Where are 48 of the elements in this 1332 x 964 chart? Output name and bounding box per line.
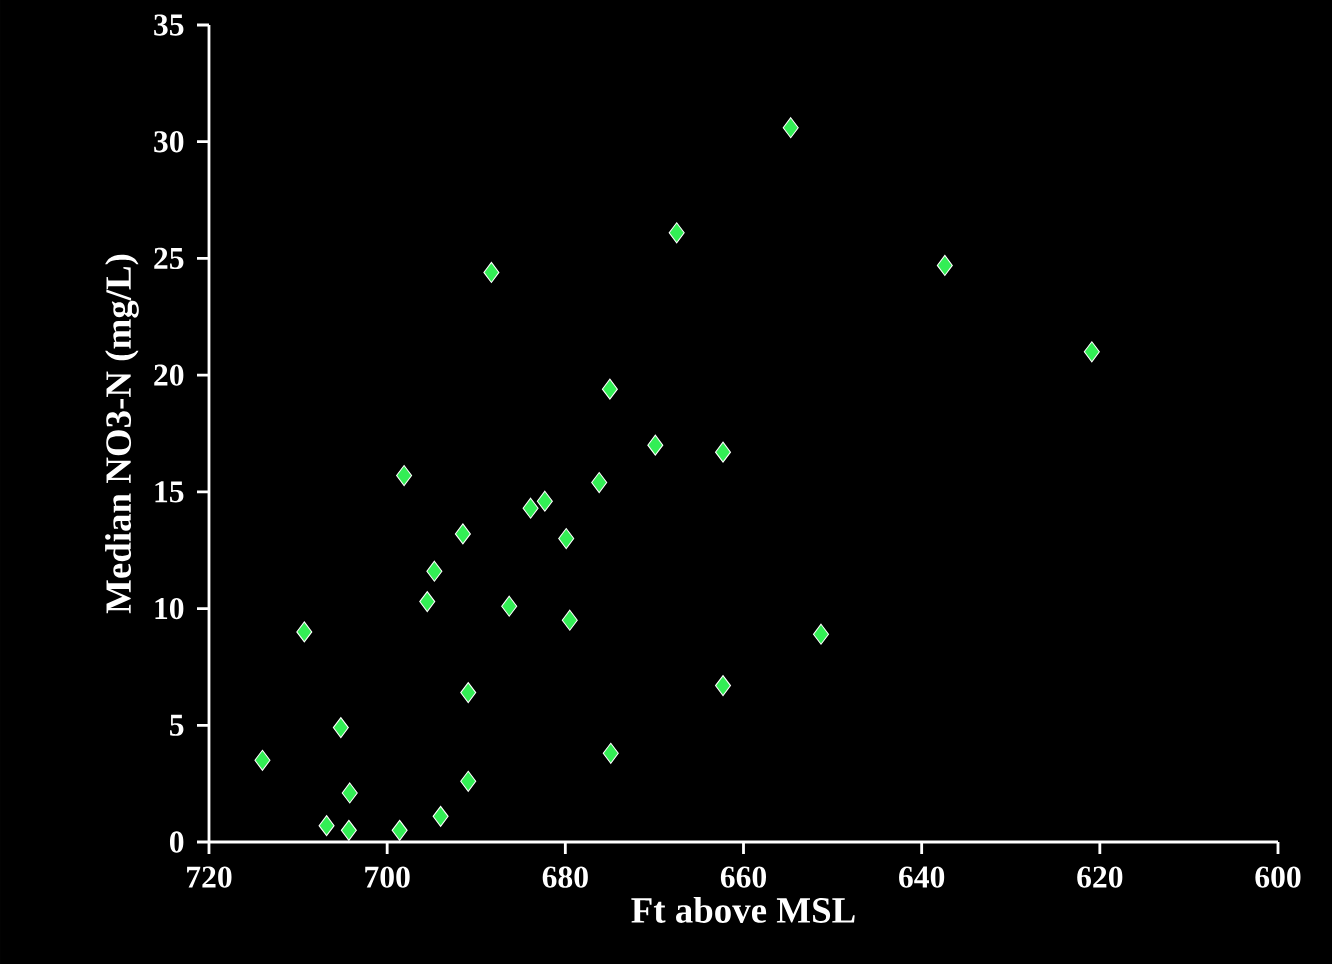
point xyxy=(668,222,685,244)
point xyxy=(483,261,500,283)
point xyxy=(501,595,518,617)
y-tick-label: 0 xyxy=(169,831,184,853)
x-tick-label: 600 xyxy=(1255,866,1301,888)
y-tick-label: 35 xyxy=(154,14,184,36)
point xyxy=(460,682,477,704)
x-tick-label: 680 xyxy=(542,866,588,888)
point xyxy=(714,441,732,463)
point xyxy=(601,378,618,400)
point xyxy=(1083,341,1100,363)
x-tick-label: 640 xyxy=(899,866,945,888)
y-tick-label: 20 xyxy=(154,364,184,386)
x-tick-label: 700 xyxy=(365,866,410,888)
x-tick-label: 620 xyxy=(1077,866,1123,888)
point xyxy=(558,528,575,550)
point xyxy=(812,623,830,645)
point xyxy=(454,523,471,545)
x-axis-title: Ft above MSL xyxy=(631,896,855,923)
point xyxy=(782,117,799,139)
y-tick-label: 10 xyxy=(155,597,184,620)
point xyxy=(522,497,539,519)
x-tick-label: 660 xyxy=(720,866,767,888)
point xyxy=(432,805,449,827)
point xyxy=(536,490,553,512)
x-tick-label: 720 xyxy=(187,866,232,888)
point xyxy=(419,591,436,613)
point xyxy=(561,609,578,631)
point xyxy=(340,819,357,841)
point xyxy=(396,464,413,487)
point xyxy=(460,770,477,792)
point xyxy=(936,254,953,276)
point xyxy=(591,471,608,494)
y-tick-label: 15 xyxy=(155,481,184,503)
y-axis-title: Median NO3-N (mg/L) xyxy=(105,254,139,614)
point xyxy=(602,742,619,764)
y-tick-label: 5 xyxy=(170,714,184,736)
point xyxy=(647,434,664,456)
point xyxy=(318,815,335,837)
point xyxy=(426,560,443,582)
point xyxy=(296,621,313,643)
y-tick-label: 25 xyxy=(154,247,184,270)
point xyxy=(254,749,271,771)
point xyxy=(714,675,732,697)
point xyxy=(332,717,349,739)
point xyxy=(391,819,408,841)
y-tick-label: 30 xyxy=(154,131,184,153)
point xyxy=(341,782,358,804)
